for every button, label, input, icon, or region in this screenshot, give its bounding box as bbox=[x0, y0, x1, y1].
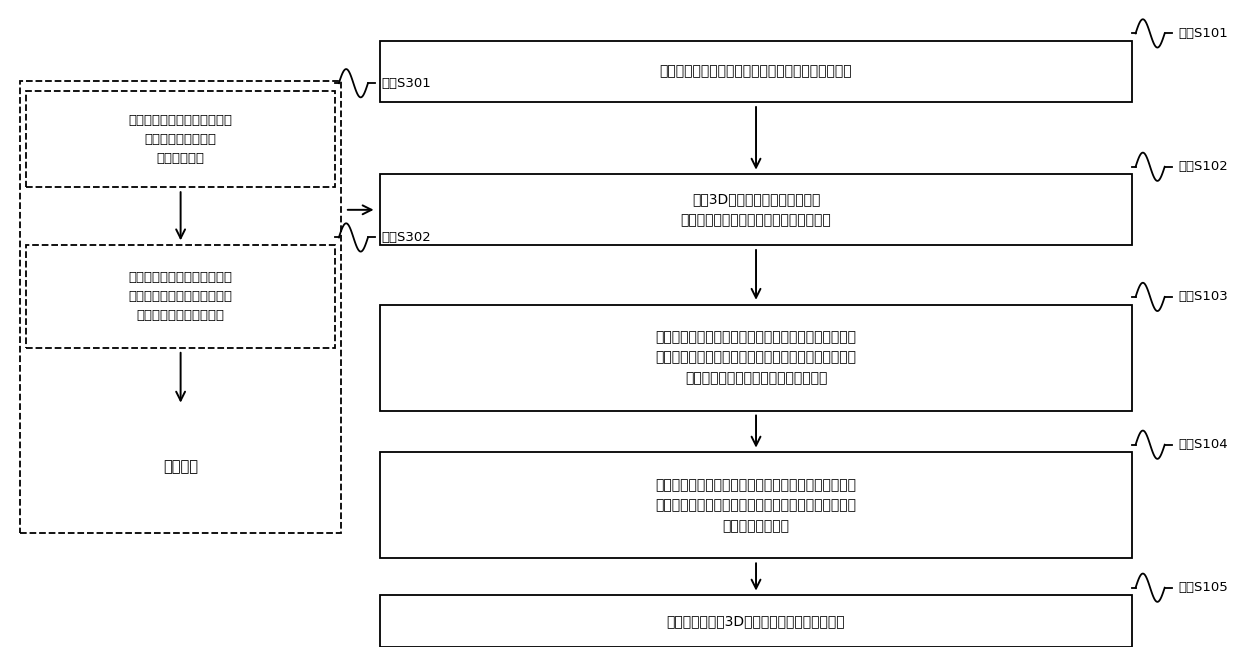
Text: 判断所述环境模拟储箱内的增
材制造环境的实时参数条件是
否满足所述设定参数条件: 判断所述环境模拟储箱内的增 材制造环境的实时参数条件是 否满足所述设定参数条件 bbox=[129, 271, 233, 322]
FancyBboxPatch shape bbox=[26, 91, 335, 187]
FancyBboxPatch shape bbox=[381, 596, 1132, 647]
Text: 反向调节: 反向调节 bbox=[164, 460, 198, 475]
FancyBboxPatch shape bbox=[381, 452, 1132, 559]
Text: 步骤S103: 步骤S103 bbox=[1178, 290, 1228, 303]
Text: 待熔融金属冷却至粗加工温度时，调节微锻头的频率和
振幅，通过微锻头的振动对所述设定位置处的熔融金属
进行挤压和锻造，得到粗加工增材金属: 待熔融金属冷却至粗加工温度时，调节微锻头的频率和 振幅，通过微锻头的振动对所述设… bbox=[656, 330, 857, 385]
FancyBboxPatch shape bbox=[381, 305, 1132, 411]
Text: 调节环境模拟储箱内的增材制造环境至设定参数条件: 调节环境模拟储箱内的增材制造环境至设定参数条件 bbox=[660, 64, 852, 79]
Text: 步骤S105: 步骤S105 bbox=[1178, 581, 1228, 594]
Text: 步骤S102: 步骤S102 bbox=[1178, 160, 1228, 173]
FancyBboxPatch shape bbox=[26, 245, 335, 348]
FancyBboxPatch shape bbox=[381, 41, 1132, 102]
Text: 步骤S104: 步骤S104 bbox=[1178, 438, 1228, 451]
FancyBboxPatch shape bbox=[381, 174, 1132, 245]
Text: 控制3D打印焊枪熔融金属焊丝，
使熔融金属涂覆于被焊容器的设定位置处: 控制3D打印焊枪熔融金属焊丝， 使熔融金属涂覆于被焊容器的设定位置处 bbox=[681, 193, 831, 227]
Text: 控制修磨铣刀对所述粗加工增材金属进行外形和尺寸的
修磨，直至将所述粗加工增材金属修磨至设定精度，得
到精加工增材金属: 控制修磨铣刀对所述粗加工增材金属进行外形和尺寸的 修磨，直至将所述粗加工增材金属… bbox=[656, 478, 857, 533]
Text: 步骤S302: 步骤S302 bbox=[382, 231, 432, 244]
Text: 逐层积累，完成3D打印过程，得到待加工产品: 逐层积累，完成3D打印过程，得到待加工产品 bbox=[667, 614, 846, 628]
Text: 步骤S101: 步骤S101 bbox=[1178, 27, 1228, 40]
FancyBboxPatch shape bbox=[20, 81, 341, 533]
Text: 步骤S301: 步骤S301 bbox=[382, 77, 432, 90]
Text: 对环境模拟储箱内的增材制造
环境进行实时监测，
得到监测结果: 对环境模拟储箱内的增材制造 环境进行实时监测， 得到监测结果 bbox=[129, 114, 233, 165]
